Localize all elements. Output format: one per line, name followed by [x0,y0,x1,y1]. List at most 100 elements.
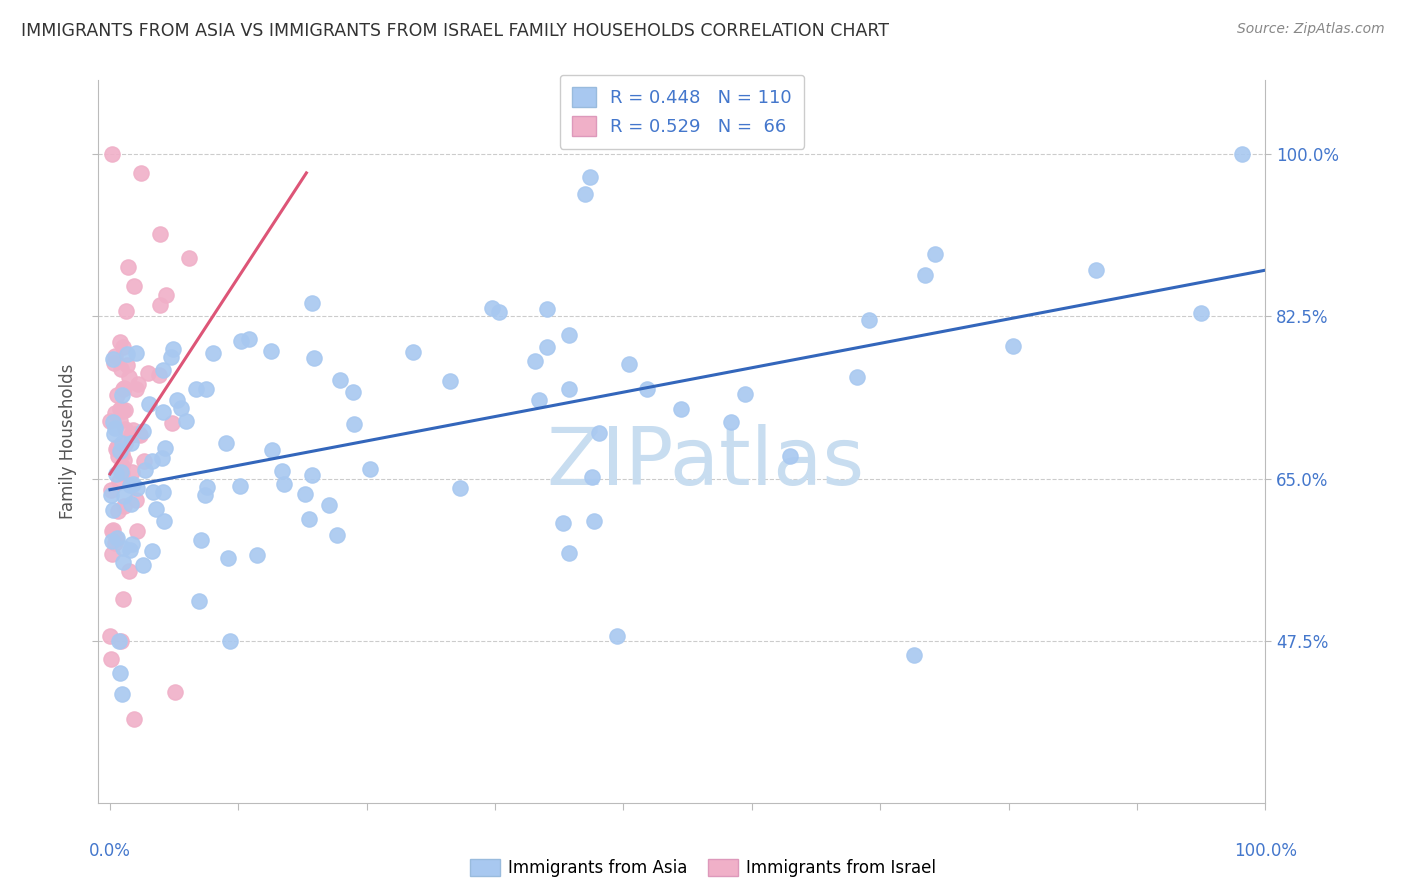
Point [100,652,122,666]
Text: ZIPatlas: ZIPatlas [546,425,865,502]
Point [141,543,163,558]
Point [131,166,153,180]
Point [163,684,186,698]
Point [114,403,136,417]
Point [524,354,547,368]
Point [558,546,581,560]
Point [343,417,366,432]
Point [329,373,352,387]
Point [153,441,176,455]
Point [118,564,141,578]
Point [125,481,148,495]
Point [104,536,127,550]
Point [582,514,605,528]
Point [145,501,167,516]
Point [125,493,148,508]
Point [128,427,150,442]
Point [617,357,640,371]
Point [215,435,238,450]
Point [122,278,145,293]
Point [100,483,122,497]
Legend: Immigrants from Asia, Immigrants from Israel: Immigrants from Asia, Immigrants from Is… [464,852,942,884]
Point [149,298,172,312]
Point [118,478,141,492]
Point [108,334,131,349]
Point [1232,147,1254,161]
Point [111,458,134,473]
Point [636,382,658,396]
Point [111,388,134,402]
Point [107,504,129,518]
Point [342,385,364,400]
Point [270,464,292,478]
Point [98,629,121,643]
Point [217,551,239,566]
Point [162,416,184,430]
Point [605,629,627,643]
Point [105,388,128,402]
Point [110,362,132,376]
Y-axis label: Family Households: Family Households [59,364,77,519]
Point [117,260,139,275]
Point [118,370,141,384]
Point [527,392,550,407]
Point [170,401,193,415]
Point [127,377,149,392]
Point [294,487,316,501]
Point [121,477,143,491]
Point [108,666,131,681]
Point [108,444,131,458]
Point [152,363,174,377]
Point [122,423,145,437]
Point [229,478,252,492]
Point [187,593,209,607]
Point [557,327,579,342]
Point [152,485,174,500]
Point [359,462,381,476]
Point [260,442,283,457]
Point [159,350,181,364]
Point [100,414,122,428]
Point [110,687,132,701]
Point [326,528,349,542]
Point [1002,339,1025,353]
Point [273,477,295,491]
Point [112,381,135,395]
Point [110,633,132,648]
Point [141,454,163,468]
Point [153,514,176,528]
Point [111,592,134,607]
Point [132,454,155,468]
Point [129,428,152,442]
Point [101,415,124,429]
Point [439,374,461,388]
Point [120,435,142,450]
Point [107,449,129,463]
Point [100,524,122,539]
Point [924,247,946,261]
Point [103,426,125,441]
Point [118,542,141,557]
Point [588,426,610,441]
Point [105,532,128,546]
Point [246,548,269,562]
Point [136,366,159,380]
Point [114,422,136,436]
Point [1084,263,1107,277]
Point [195,383,218,397]
Point [449,481,471,495]
Point [142,484,165,499]
Point [402,344,425,359]
Point [112,340,135,354]
Point [124,382,146,396]
Point [298,512,321,526]
Point [132,558,155,572]
Point [581,469,603,483]
Point [114,453,136,467]
Text: IMMIGRANTS FROM ASIA VS IMMIGRANTS FROM ISRAEL FAMILY HOUSEHOLDS CORRELATION CHA: IMMIGRANTS FROM ASIA VS IMMIGRANTS FROM … [21,22,889,40]
Point [149,227,172,241]
Text: 100.0%: 100.0% [1234,842,1296,860]
Point [229,334,252,349]
Point [107,634,129,648]
Point [111,436,134,450]
